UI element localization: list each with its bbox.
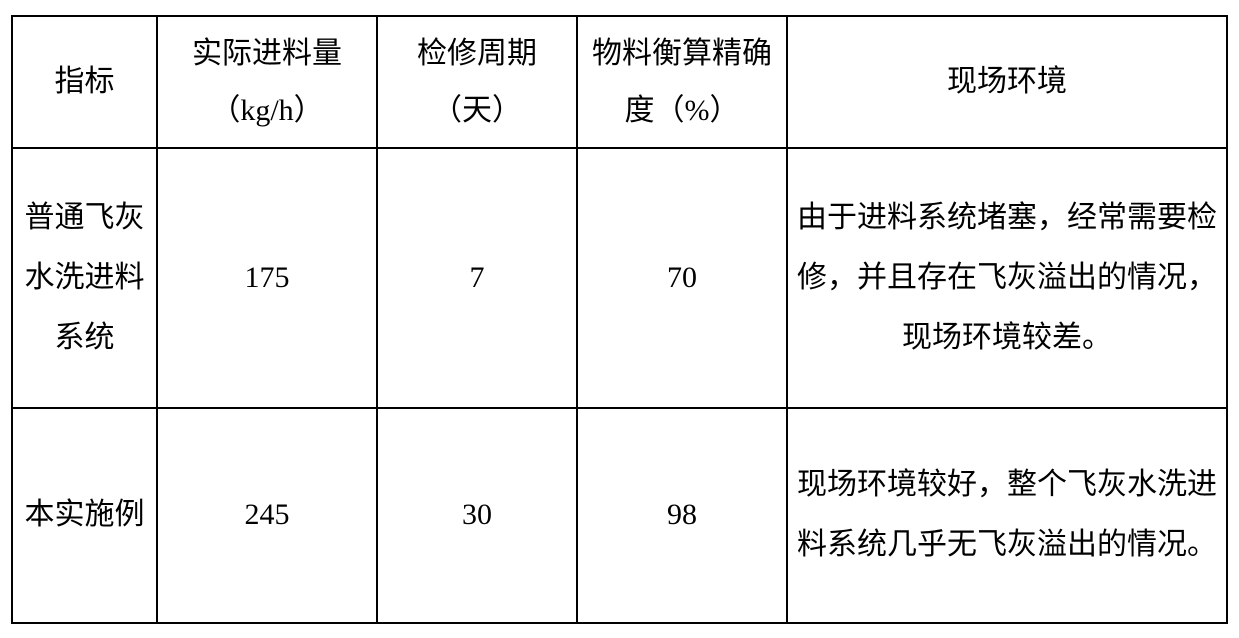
header-maintenance-cycle: 检修周期（天） [377, 16, 577, 148]
cell-balance-accuracy: 70 [577, 148, 787, 408]
table-row: 本实施例 245 30 98 现场环境较好，整个飞灰水洗进料系统几乎无飞灰溢出的… [12, 408, 1227, 623]
cell-maintenance-cycle: 30 [377, 408, 577, 623]
cell-environment: 现场环境较好，整个飞灰水洗进料系统几乎无飞灰溢出的情况。 [787, 408, 1227, 623]
table-row: 普通飞灰水洗进料系统 175 7 70 由于进料系统堵塞，经常需要检修，并且存在… [12, 148, 1227, 408]
header-balance-accuracy: 物料衡算精确度（%） [577, 16, 787, 148]
row-label: 普通飞灰水洗进料系统 [12, 148, 157, 408]
cell-feed-rate: 245 [157, 408, 377, 623]
cell-environment: 由于进料系统堵塞，经常需要检修，并且存在飞灰溢出的情况，现场环境较差。 [787, 148, 1227, 408]
header-feed-rate: 实际进料量（kg/h） [157, 16, 377, 148]
cell-feed-rate: 175 [157, 148, 377, 408]
cell-maintenance-cycle: 7 [377, 148, 577, 408]
comparison-table: 指标 实际进料量（kg/h） 检修周期（天） 物料衡算精确度（%） 现场环境 普… [11, 15, 1228, 624]
row-label: 本实施例 [12, 408, 157, 623]
header-environment: 现场环境 [787, 16, 1227, 148]
header-metric: 指标 [12, 16, 157, 148]
cell-balance-accuracy: 98 [577, 408, 787, 623]
table-header-row: 指标 实际进料量（kg/h） 检修周期（天） 物料衡算精确度（%） 现场环境 [12, 16, 1227, 148]
